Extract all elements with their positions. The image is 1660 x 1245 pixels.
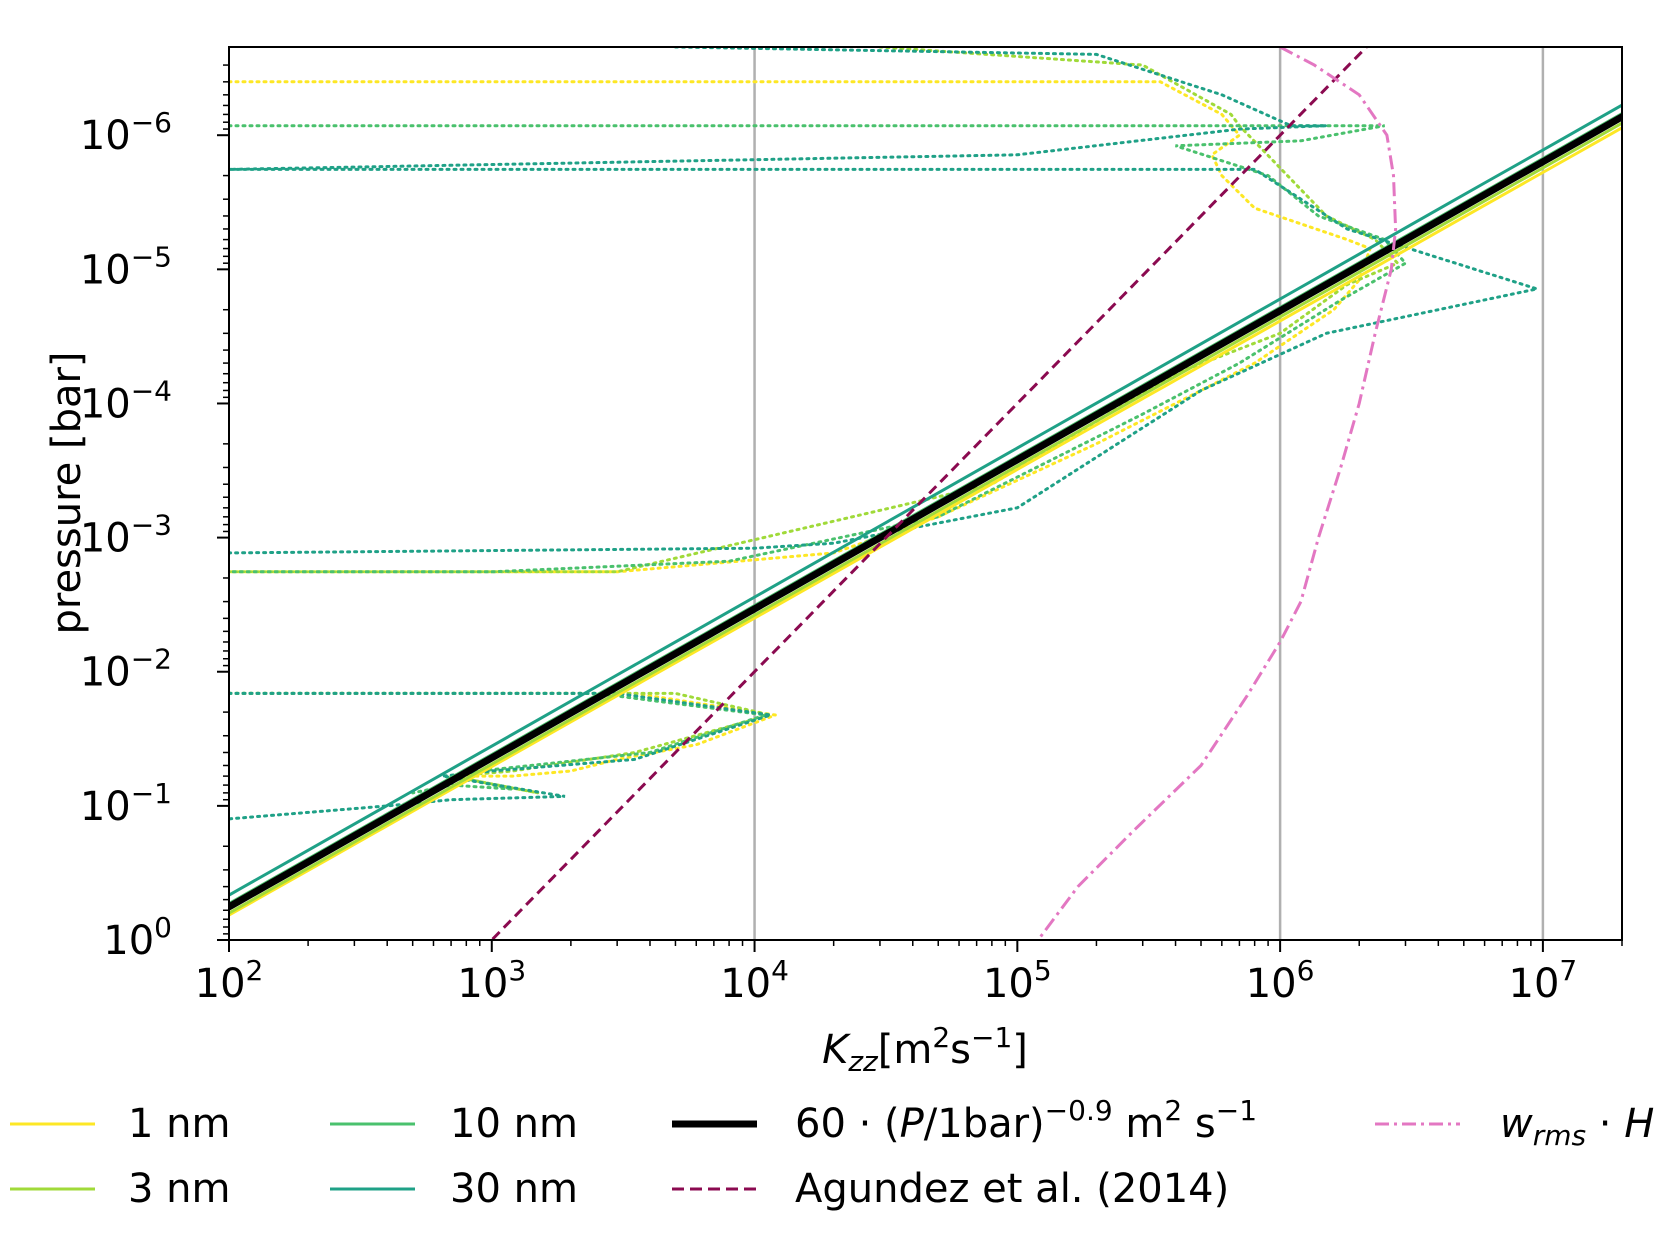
line-5 <box>489 47 1368 940</box>
y-tick-label: 10−5 <box>80 240 172 293</box>
line-1 <box>229 121 1622 915</box>
legend: 1 nm 3 nm 10 nm 30 nm 60 · (P/1bar)−0.9 … <box>10 1094 1654 1212</box>
x-tick-label: 107 <box>1509 954 1578 1007</box>
legend-label-wrms: wrms · H <box>1500 1101 1654 1152</box>
y-tick-label: 10−4 <box>80 374 172 427</box>
dotted-profile-2 <box>229 124 1408 574</box>
axes-frame <box>228 46 1623 941</box>
y-axis-label: pressure [bar] <box>44 351 90 634</box>
dotted-profile-3 <box>229 47 1543 555</box>
legend-label-fit: 60 · (P/1bar)−0.9 m2 s−1 <box>795 1094 1257 1147</box>
dotted-profile-4 <box>229 691 776 778</box>
x-gridlines <box>753 47 1545 940</box>
x-tick-label: 103 <box>457 954 526 1007</box>
line-0 <box>229 126 1622 917</box>
x-axis-label: Kzz[m2s−1] <box>822 1021 1028 1078</box>
x-tick-label: 102 <box>195 954 264 1007</box>
y-tick-label: 100 <box>103 911 172 964</box>
legend-label-30nm: 30 nm <box>450 1166 578 1212</box>
line-3 <box>229 103 1622 897</box>
x-tick-label: 104 <box>720 954 789 1007</box>
legend-label-1nm: 1 nm <box>128 1101 230 1147</box>
dotted-profile-1 <box>229 47 1401 574</box>
legend-label-10nm: 10 nm <box>450 1101 578 1147</box>
y-tick-label: 10−2 <box>80 643 172 696</box>
legend-label-agundez: Agundez et al. (2014) <box>795 1166 1229 1212</box>
y-tick-label: 10−1 <box>80 777 172 830</box>
plot-area <box>229 47 1622 940</box>
axis-ticks <box>217 64 1623 952</box>
y-tick-label: 10−3 <box>80 509 172 562</box>
x-tick-label: 105 <box>983 954 1052 1007</box>
legend-label-3nm: 3 nm <box>128 1166 230 1212</box>
axis-tick-labels: 102 103 104 105 106 107 10−6 10−5 10−4 10−3 10−2 10… <box>80 106 1577 1007</box>
y-tick-label: 10−6 <box>80 106 172 159</box>
line-4 <box>229 112 1622 911</box>
x-tick-label: 106 <box>1246 954 1315 1007</box>
